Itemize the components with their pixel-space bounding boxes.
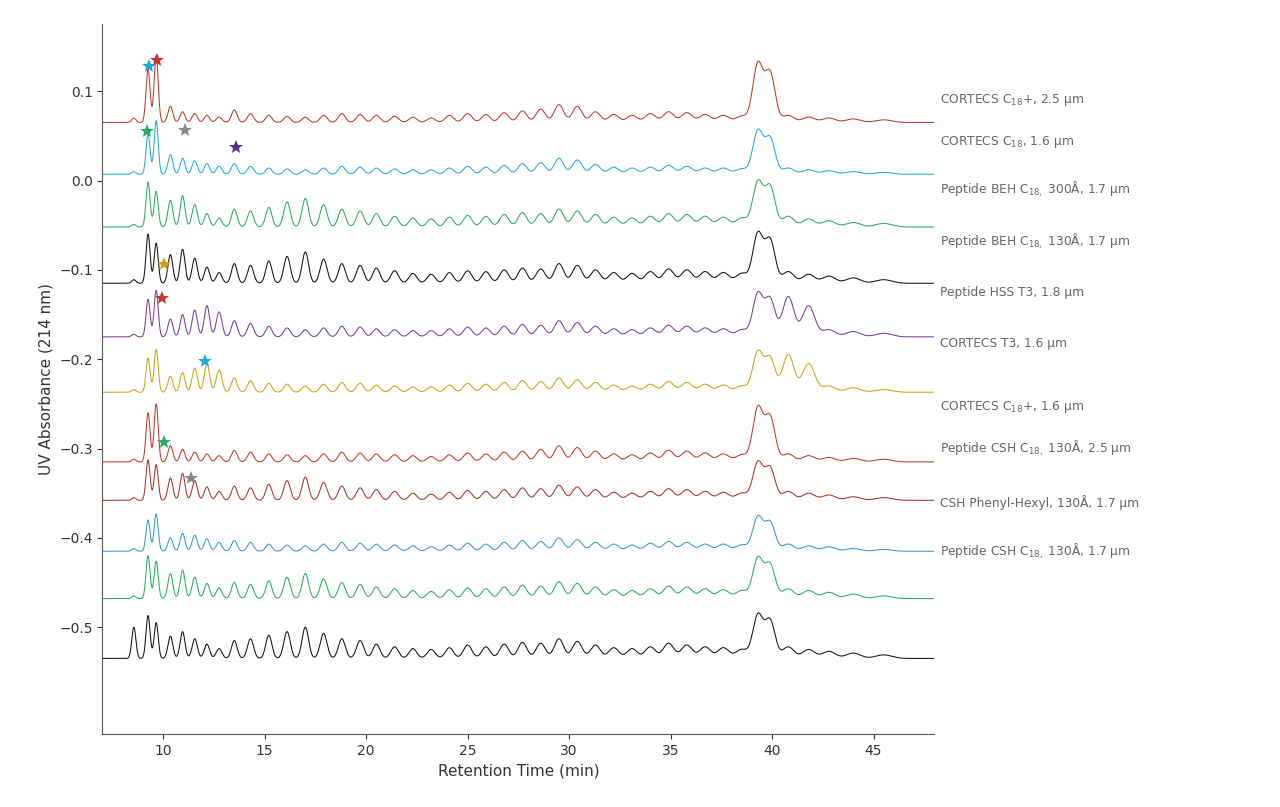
Y-axis label: UV Absorbance (214 nm): UV Absorbance (214 nm): [38, 283, 54, 475]
Text: CORTECS T3, 1.6 μm: CORTECS T3, 1.6 μm: [941, 337, 1068, 349]
Text: Peptide BEH C$_{18,}$ 130Å, 1.7 μm: Peptide BEH C$_{18,}$ 130Å, 1.7 μm: [941, 232, 1130, 251]
Text: CORTECS C$_{18}$+, 2.5 μm: CORTECS C$_{18}$+, 2.5 μm: [941, 92, 1084, 108]
Text: Peptide CSH C$_{18,}$ 130Å, 2.5 μm: Peptide CSH C$_{18,}$ 130Å, 2.5 μm: [941, 439, 1132, 458]
Text: CORTECS C$_{18}$, 1.6 μm: CORTECS C$_{18}$, 1.6 μm: [941, 134, 1074, 150]
Text: CORTECS C$_{18}$+, 1.6 μm: CORTECS C$_{18}$+, 1.6 μm: [941, 399, 1084, 415]
Text: CSH Phenyl-Hexyl, 130Å, 1.7 μm: CSH Phenyl-Hexyl, 130Å, 1.7 μm: [941, 495, 1139, 509]
X-axis label: Retention Time (min): Retention Time (min): [438, 763, 599, 779]
Text: Peptide HSS T3, 1.8 μm: Peptide HSS T3, 1.8 μm: [941, 286, 1084, 299]
Text: Peptide BEH C$_{18,}$ 300Å, 1.7 μm: Peptide BEH C$_{18,}$ 300Å, 1.7 μm: [941, 180, 1130, 199]
Text: Peptide CSH C$_{18,}$ 130Å, 1.7 μm: Peptide CSH C$_{18,}$ 130Å, 1.7 μm: [941, 541, 1132, 561]
